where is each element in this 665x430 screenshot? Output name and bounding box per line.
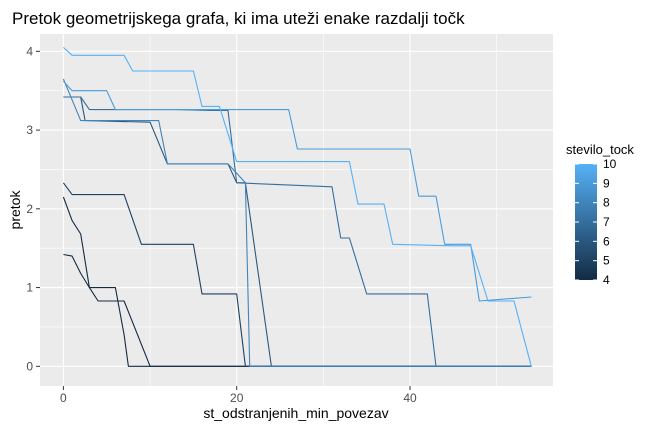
y-tick-label: 4: [26, 44, 33, 58]
series-line-7: [62, 80, 532, 302]
legend-tick-label: 5: [603, 254, 610, 268]
series-lines: [62, 46, 532, 367]
legend-ticks: 4 5 6 7 8 9 10: [575, 157, 617, 287]
series-line-1: [63, 253, 532, 367]
x-axis-title: st_odstranjenih_min_povezav: [203, 405, 388, 421]
x-tick-label: 40: [403, 391, 417, 405]
legend-tick-label: 8: [603, 196, 610, 210]
x-axis-ticks: 0 20 40: [60, 386, 417, 405]
x-tick-label: 20: [230, 391, 244, 405]
legend-tick-label: 10: [603, 157, 617, 171]
grid-major: [40, 34, 553, 386]
y-tick-label: 3: [26, 123, 33, 137]
series-line-3: [62, 182, 532, 367]
legend-tick-label: 7: [603, 215, 610, 229]
legend-tick-label: 6: [603, 234, 610, 248]
x-tick-label: 0: [60, 391, 67, 405]
series-line-2: [62, 196, 532, 367]
series-line-8: [63, 46, 532, 367]
legend-tick-label: 9: [603, 176, 610, 190]
legend: stevilo_tock 4 5 6 7 8 9 10: [566, 142, 634, 287]
legend-tick-label: 4: [603, 273, 610, 287]
y-axis-ticks: 0 1 2 3 4: [26, 44, 40, 373]
chart-title: Pretok geometrijskega grafa, ki ima utež…: [12, 9, 465, 28]
series-line-6: [62, 78, 532, 367]
y-axis-title: pretok: [7, 190, 23, 230]
y-tick-label: 1: [26, 281, 33, 295]
legend-title: stevilo_tock: [566, 142, 634, 157]
y-tick-label: 0: [26, 359, 33, 373]
grid-minor: [40, 34, 553, 386]
plot-panel: [40, 34, 553, 386]
y-tick-label: 2: [26, 202, 33, 216]
legend-colorbar: [575, 164, 597, 280]
series-line-5: [63, 96, 532, 367]
